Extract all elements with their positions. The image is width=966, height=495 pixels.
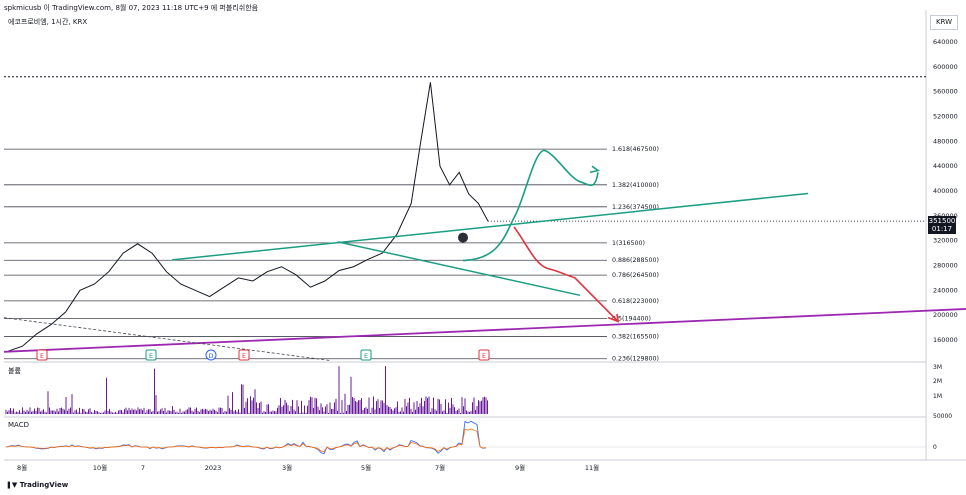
price-tick-label: 160000 bbox=[933, 336, 958, 344]
time-tick-label: 8월 bbox=[17, 463, 27, 472]
current-price-tag: 351500 01:17 bbox=[928, 216, 956, 234]
event-marker: E bbox=[478, 349, 490, 361]
event-marker-box bbox=[478, 349, 490, 361]
price-tick-label: 240000 bbox=[933, 286, 958, 294]
fib-level-label: 0.786(264500) bbox=[612, 272, 659, 279]
bullish-arrowhead bbox=[589, 165, 600, 174]
price-tick-label: 640000 bbox=[933, 38, 958, 46]
currency-button[interactable]: KRW bbox=[930, 15, 958, 30]
event-marker-label: E bbox=[242, 352, 246, 360]
price-tick-label: 440000 bbox=[933, 162, 958, 170]
fib-level-label: 0.5(194400) bbox=[612, 316, 651, 323]
macd-line bbox=[5, 420, 487, 455]
price-tick-label: 280000 bbox=[933, 262, 958, 270]
brand-logo[interactable]: ❚▼ TradingView bbox=[6, 481, 68, 489]
event-marker-label: E bbox=[40, 352, 44, 360]
price-tick-label: 520000 bbox=[933, 113, 958, 121]
price-tick-label: 560000 bbox=[933, 88, 958, 96]
event-marker-label: E bbox=[482, 352, 486, 360]
event-marker-box bbox=[145, 349, 157, 361]
macd-tick-label: 50000 bbox=[933, 413, 952, 420]
time-tick-label: 5월 bbox=[361, 463, 371, 472]
fib-level-label: 1(316500) bbox=[612, 240, 645, 247]
event-marker: E bbox=[238, 349, 250, 361]
event-marker-label: D bbox=[208, 352, 213, 360]
macd-pane-label: MACD bbox=[8, 421, 29, 429]
tradingview-icon: ❚▼ bbox=[6, 481, 20, 489]
price-tick-label: 360000 bbox=[933, 212, 958, 220]
bullish-projection bbox=[462, 149, 599, 262]
time-tick-label: 10월 bbox=[93, 463, 107, 472]
event-marker-box bbox=[205, 349, 217, 361]
time-tick-label: 9월 bbox=[515, 463, 525, 472]
time-tick-label: 7월 bbox=[435, 463, 445, 472]
pivot-dot bbox=[458, 232, 468, 243]
signal-line bbox=[5, 428, 487, 453]
event-marker: D bbox=[205, 349, 217, 361]
time-tick-label: 3월 bbox=[282, 463, 292, 472]
time-tick-label: 11월 bbox=[585, 463, 599, 472]
macd-tick-label: 0 bbox=[933, 444, 937, 451]
volume-pane-label: 볼륨 bbox=[8, 367, 21, 375]
volume-tick-label: 3M bbox=[933, 364, 942, 371]
brand-label: TradingView bbox=[19, 481, 69, 489]
event-marker-label: E bbox=[364, 352, 368, 360]
falling-trend-line bbox=[337, 241, 581, 297]
event-marker-box bbox=[238, 349, 250, 361]
event-marker-box bbox=[36, 349, 48, 361]
symbol-line: 에코프로비엠, 1시간, KRX bbox=[8, 18, 88, 26]
event-marker: E bbox=[145, 349, 157, 361]
event-marker: E bbox=[36, 349, 48, 361]
price-tick-label: 600000 bbox=[933, 63, 958, 71]
time-tick-label: 2023 bbox=[205, 464, 222, 472]
fib-level-label: 0.382(165500) bbox=[612, 334, 659, 341]
fib-level-label: 1.236(374500) bbox=[612, 204, 659, 211]
fib-level-label: 0.618(223000) bbox=[612, 298, 659, 305]
time-tick-label: 7 bbox=[141, 464, 145, 472]
bearish-projection bbox=[513, 226, 619, 322]
fib-level-label: 1.382(410000) bbox=[612, 182, 659, 189]
upper-trend-line bbox=[171, 192, 809, 261]
fib-level-label: 0.886(288500) bbox=[612, 257, 659, 264]
fib-level-label: 1.618(467500) bbox=[612, 146, 659, 153]
volume-tick-label: 2M bbox=[933, 378, 942, 385]
bar-timer: 01:17 bbox=[931, 225, 953, 233]
price-tick-label: 400000 bbox=[933, 187, 958, 195]
publish-line: spkmicusb 이 TradingView.com, 8월 07, 2023… bbox=[4, 4, 259, 12]
price-line bbox=[7, 82, 489, 352]
event-marker-label: E bbox=[149, 352, 153, 360]
event-marker-box bbox=[360, 349, 372, 361]
fib-level-label: 0.236(129800) bbox=[612, 356, 659, 363]
price-tick-label: 200000 bbox=[933, 311, 958, 319]
price-tick-label: 320000 bbox=[933, 237, 958, 245]
price-tick-label: 480000 bbox=[933, 137, 958, 145]
volume-tick-label: 1M bbox=[933, 393, 942, 400]
event-marker: E bbox=[360, 349, 372, 361]
bearish-arrowhead bbox=[607, 313, 619, 323]
support-line bbox=[3, 308, 966, 353]
current-price: 351500 bbox=[928, 217, 956, 225]
